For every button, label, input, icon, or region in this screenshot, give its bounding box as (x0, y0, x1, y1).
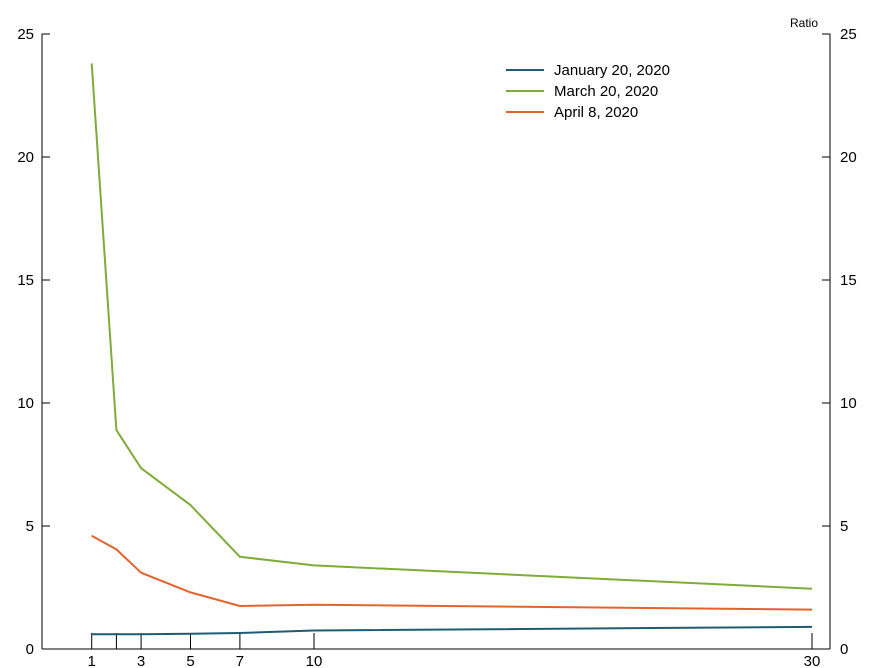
y-tick-label-right: 5 (840, 518, 848, 535)
x-tick-label: 30 (804, 653, 821, 668)
series-line (91, 534, 813, 611)
y-tick-label-left: 25 (17, 26, 34, 43)
series-lines (90, 63, 813, 636)
x-tick-label: 3 (137, 653, 145, 668)
y-tick-label-right: 10 (840, 395, 857, 412)
y-tick-label-left: 15 (17, 272, 34, 289)
x-tick-label: 10 (306, 653, 323, 668)
x-tick-label: 7 (236, 653, 244, 668)
y-tick-label-right: 0 (840, 641, 848, 658)
y-tick-label-left: 0 (26, 641, 34, 658)
y-tick-label-left: 10 (17, 395, 34, 412)
y-tick-label-right: 20 (840, 149, 857, 166)
legend-label: March 20, 2020 (554, 83, 658, 100)
legend-label: April 8, 2020 (554, 104, 638, 121)
series-line (90, 63, 813, 590)
axes: 0 0 5 5 10 10 15 15 20 20 25 25 1 3 5 7 10 30 (17, 26, 856, 668)
y-tick-label-right: 15 (840, 272, 857, 289)
y-tick-label-left: 5 (26, 518, 34, 535)
x-tick-label: 1 (88, 653, 96, 668)
legend: January 20, 2020 March 20, 2020 April 8, 2… (506, 62, 670, 121)
y-tick-label-right: 25 (840, 26, 857, 43)
legend-label: January 20, 2020 (554, 62, 670, 79)
series-line (91, 625, 813, 636)
y-unit-label: Ratio (790, 16, 818, 30)
x-tick-label: 5 (186, 653, 194, 668)
y-tick-label-left: 20 (17, 149, 34, 166)
